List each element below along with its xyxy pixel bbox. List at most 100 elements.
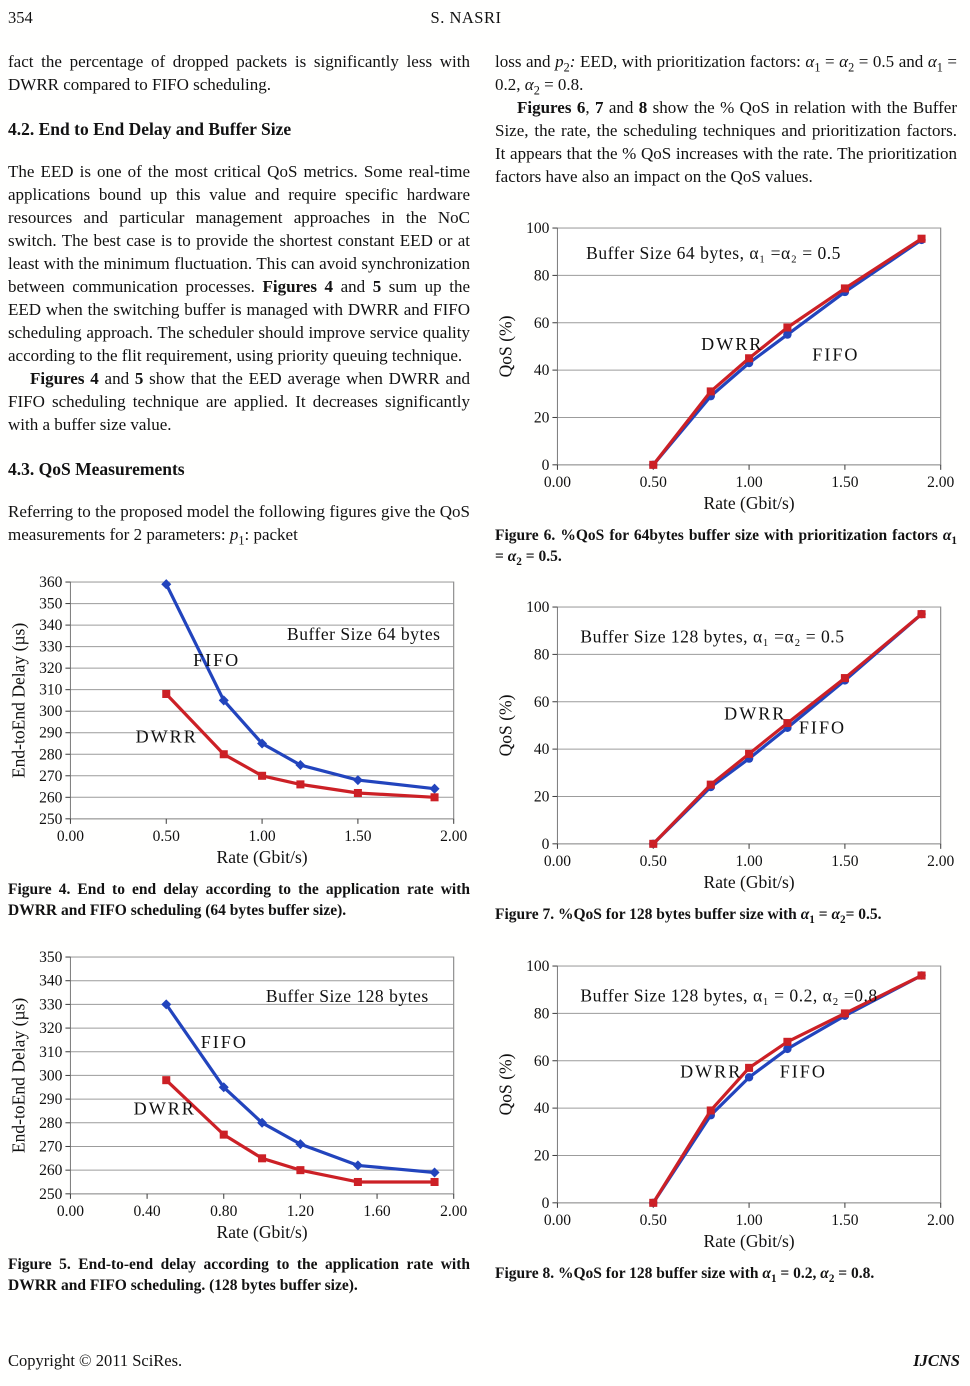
svg-text:260: 260 bbox=[39, 789, 63, 806]
svg-text:320: 320 bbox=[39, 660, 63, 677]
svg-text:350: 350 bbox=[39, 596, 63, 613]
svg-text:80: 80 bbox=[534, 646, 550, 663]
svg-text:270: 270 bbox=[39, 768, 63, 785]
figure7-chart: 0 20 40 60 80 100 0.00 0.50 1.00 1.50 2.00 Buffer S… bbox=[495, 599, 954, 892]
svg-text:DWRR: DWRR bbox=[724, 704, 786, 724]
running-head: S. NASRI bbox=[430, 8, 502, 27]
figure-5: 250 260 270 280 290 300 310 320 330 340 350 0.00 0.4… bbox=[8, 945, 470, 1296]
figure-6: 0 20 40 60 80 100 0.00 0.50 1.00 1.50 2.00 Buffer S… bbox=[495, 216, 957, 567]
svg-text:Buffer Size 64 bytes, α₁ =α₂ =: Buffer Size 64 bytes, α₁ =α₂ = 0.5 bbox=[586, 243, 841, 263]
svg-text:40: 40 bbox=[534, 741, 550, 758]
svg-text:1.00: 1.00 bbox=[735, 474, 762, 491]
svg-text:300: 300 bbox=[39, 703, 63, 720]
page-footer: Copyright © 2011 SciRes. IJCNS bbox=[8, 1351, 960, 1371]
svg-text:280: 280 bbox=[39, 746, 63, 763]
page-number: 354 bbox=[8, 8, 33, 27]
figure8-chart: 0 20 40 60 80 100 0.00 0.50 1.00 1.50 2.00 Buffer S… bbox=[495, 958, 954, 1251]
svg-text:0.00: 0.00 bbox=[544, 853, 571, 870]
svg-text:290: 290 bbox=[39, 1091, 63, 1108]
svg-text:0.00: 0.00 bbox=[544, 474, 571, 491]
figure6-chart: 0 20 40 60 80 100 0.00 0.50 1.00 1.50 2.00 Buffer S… bbox=[495, 220, 954, 513]
paragraph: The EED is one of the most critical QoS … bbox=[8, 162, 471, 365]
svg-text:Buffer Size 128 bytes, α₁ =α₂: Buffer Size 128 bytes, α₁ =α₂ = 0.5 bbox=[580, 627, 844, 647]
svg-text:310: 310 bbox=[39, 1044, 63, 1061]
svg-text:100: 100 bbox=[526, 220, 550, 237]
right-column: loss and p2: EED, with prioritization fa… bbox=[495, 44, 957, 1296]
svg-text:Rate (Gbit/s): Rate (Gbit/s) bbox=[704, 872, 795, 892]
svg-text:40: 40 bbox=[534, 362, 550, 379]
svg-text:1.00: 1.00 bbox=[735, 1211, 762, 1228]
svg-text:2.00: 2.00 bbox=[927, 474, 954, 491]
figure-7: 0 20 40 60 80 100 0.00 0.50 1.00 1.50 2.00 Buffer S… bbox=[495, 595, 957, 926]
svg-text:40: 40 bbox=[534, 1100, 550, 1117]
svg-text:0.00: 0.00 bbox=[57, 828, 84, 845]
svg-text:310: 310 bbox=[39, 682, 63, 699]
svg-text:360: 360 bbox=[39, 574, 63, 591]
svg-text:100: 100 bbox=[526, 958, 550, 975]
svg-text:300: 300 bbox=[39, 1067, 63, 1084]
svg-text:260: 260 bbox=[39, 1162, 63, 1179]
copyright-notice: Copyright © 2011 SciRes. bbox=[8, 1351, 183, 1370]
svg-text:QoS (%): QoS (%) bbox=[495, 1053, 515, 1115]
svg-text:Buffer Size 64 bytes: Buffer Size 64 bytes bbox=[287, 624, 440, 644]
page-header: 354 S. NASRI bbox=[8, 8, 964, 32]
paragraph: Figures 4 and 5 show that the EED averag… bbox=[8, 369, 470, 434]
svg-text:Rate (Gbit/s): Rate (Gbit/s) bbox=[217, 847, 308, 867]
svg-text:FIFO: FIFO bbox=[193, 650, 240, 670]
svg-text:0: 0 bbox=[542, 836, 550, 853]
svg-text:80: 80 bbox=[534, 1005, 550, 1022]
svg-text:100: 100 bbox=[526, 599, 550, 616]
svg-text:Rate (Gbit/s): Rate (Gbit/s) bbox=[704, 1230, 795, 1250]
svg-text:Buffer Size 128 bytes, α₁ = 0.: Buffer Size 128 bytes, α₁ = 0.2, α₂ =0.8 bbox=[580, 985, 877, 1005]
svg-text:0.00: 0.00 bbox=[544, 1211, 571, 1228]
svg-text:DWRR: DWRR bbox=[136, 726, 198, 746]
svg-text:330: 330 bbox=[39, 639, 63, 656]
figure7-caption: Figure 7. %QoS for 128 bytes buffer size… bbox=[495, 906, 882, 927]
svg-text:20: 20 bbox=[534, 409, 550, 426]
figure-4: 250 260 270 280 290 300 310 320 330 340 350 360 0.00… bbox=[8, 570, 470, 921]
figure6-caption: Figure 6. %QoS for 64bytes buffer size w… bbox=[495, 527, 957, 568]
svg-text:Rate (Gbit/s): Rate (Gbit/s) bbox=[704, 493, 795, 513]
svg-text:340: 340 bbox=[39, 617, 63, 634]
svg-text:320: 320 bbox=[39, 1020, 63, 1037]
figure-8: 0 20 40 60 80 100 0.00 0.50 1.00 1.50 2.00 Buffer S… bbox=[495, 954, 957, 1285]
svg-text:280: 280 bbox=[39, 1115, 63, 1132]
svg-text:1.50: 1.50 bbox=[831, 1211, 858, 1228]
svg-text:0.50: 0.50 bbox=[640, 853, 667, 870]
svg-text:1.50: 1.50 bbox=[344, 828, 371, 845]
svg-text:290: 290 bbox=[39, 725, 63, 742]
svg-text:80: 80 bbox=[534, 267, 550, 284]
paragraph: Referring to the proposed model the foll… bbox=[8, 502, 470, 548]
svg-text:1.00: 1.00 bbox=[735, 853, 762, 870]
svg-text:DWRR: DWRR bbox=[134, 1099, 196, 1119]
svg-text:FIFO: FIFO bbox=[201, 1032, 248, 1052]
svg-text:0: 0 bbox=[542, 1194, 550, 1211]
svg-text:QoS (%): QoS (%) bbox=[495, 694, 515, 756]
figure4-chart: 250 260 270 280 290 300 310 320 330 340 350 360 0.00… bbox=[8, 574, 467, 867]
journal-name: IJCNS bbox=[913, 1351, 960, 1370]
svg-text:Rate (Gbit/s): Rate (Gbit/s) bbox=[217, 1222, 308, 1242]
svg-text:20: 20 bbox=[534, 788, 550, 805]
section-heading-4-2: 4.2. End to End Delay and Buffer Size bbox=[8, 119, 292, 139]
svg-text:1.20: 1.20 bbox=[287, 1203, 314, 1220]
svg-text:330: 330 bbox=[39, 996, 63, 1013]
paragraph: fact the percentage of dropped packets i… bbox=[8, 52, 470, 94]
svg-text:0.00: 0.00 bbox=[57, 1203, 84, 1220]
svg-text:FIFO: FIFO bbox=[780, 1061, 827, 1081]
svg-text:340: 340 bbox=[39, 973, 63, 990]
svg-text:1.00: 1.00 bbox=[248, 828, 275, 845]
svg-text:QoS (%): QoS (%) bbox=[495, 315, 515, 377]
left-column: fact the percentage of dropped packets i… bbox=[8, 44, 470, 1296]
svg-text:DWRR: DWRR bbox=[680, 1061, 742, 1081]
svg-text:2.00: 2.00 bbox=[927, 1211, 954, 1228]
svg-text:End-toEnd Delay (µs): End-toEnd Delay (µs) bbox=[8, 998, 28, 1153]
two-column-layout: fact the percentage of dropped packets i… bbox=[8, 44, 964, 1296]
figure4-caption: Figure 4. End to end delay according to … bbox=[8, 881, 470, 919]
svg-text:60: 60 bbox=[534, 1052, 550, 1069]
svg-text:1.50: 1.50 bbox=[831, 474, 858, 491]
svg-text:FIFO: FIFO bbox=[799, 718, 846, 738]
svg-text:0.50: 0.50 bbox=[153, 828, 180, 845]
figure8-caption: Figure 8. %QoS for 128 buffer size with … bbox=[495, 1264, 875, 1285]
svg-text:60: 60 bbox=[534, 315, 550, 332]
svg-text:2.00: 2.00 bbox=[440, 1203, 467, 1220]
